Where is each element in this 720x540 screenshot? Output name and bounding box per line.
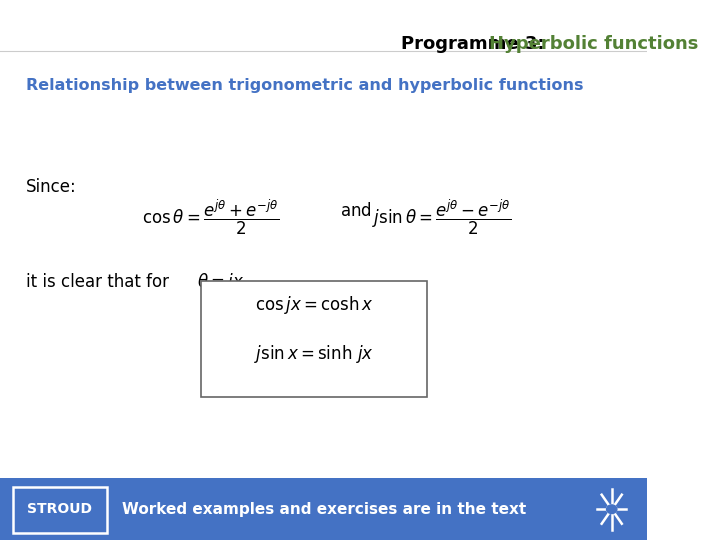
Text: $\cos\theta=\dfrac{e^{j\theta}+e^{-j\theta}}{2}$: $\cos\theta=\dfrac{e^{j\theta}+e^{-j\the… (143, 197, 279, 237)
Text: STROUD: STROUD (27, 502, 92, 516)
Circle shape (606, 505, 617, 514)
Text: $\cos jx=\cosh x$: $\cos jx=\cosh x$ (255, 294, 374, 316)
Text: $j\sin x=\sinh\,jx$: $j\sin x=\sinh\,jx$ (254, 343, 374, 365)
Text: Hyperbolic functions: Hyperbolic functions (489, 35, 698, 53)
Text: $j\sin\theta=\dfrac{e^{j\theta}-e^{-j\theta}}{2}$: $j\sin\theta=\dfrac{e^{j\theta}-e^{-j\th… (372, 197, 512, 237)
Text: Worked examples and exercises are in the text: Worked examples and exercises are in the… (122, 502, 526, 517)
Text: Since:: Since: (26, 178, 76, 196)
FancyBboxPatch shape (0, 478, 647, 540)
Circle shape (606, 505, 617, 514)
Text: $\theta = jx$: $\theta = jx$ (197, 271, 245, 293)
Text: it is clear that for: it is clear that for (26, 273, 169, 291)
Text: $\mathrm{and}$: $\mathrm{and}$ (340, 202, 372, 220)
Text: Relationship between trigonometric and hyperbolic functions: Relationship between trigonometric and h… (26, 78, 583, 93)
FancyBboxPatch shape (13, 487, 107, 533)
Text: Programme 3:: Programme 3: (401, 35, 557, 53)
FancyBboxPatch shape (201, 281, 427, 397)
